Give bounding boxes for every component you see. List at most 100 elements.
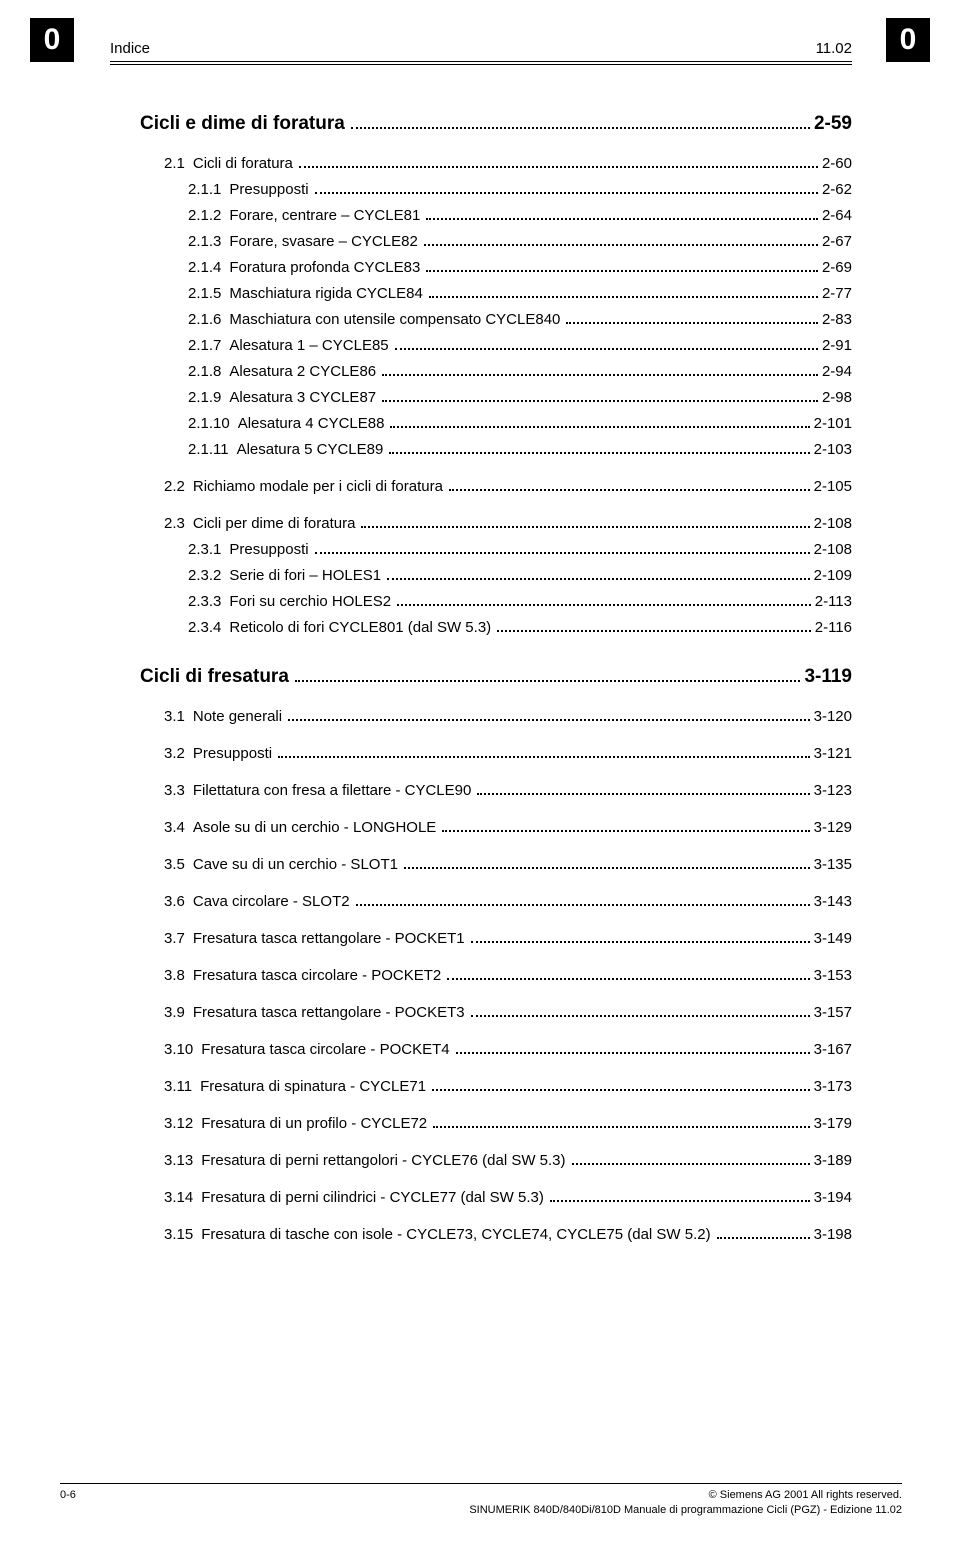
toc-page: 2-67 (822, 233, 852, 250)
toc-row: Cicli di fresatura3-119 (140, 666, 852, 688)
toc-leader (356, 904, 810, 906)
toc-label: Alesatura 1 – CYCLE85 (229, 337, 388, 354)
toc-label: Note generali (193, 708, 282, 725)
toc-number: 2.3.1 (188, 541, 221, 558)
toc-page: 2-83 (822, 311, 852, 328)
header-title: Indice (110, 40, 150, 57)
toc-page: 3-153 (814, 967, 852, 984)
toc-label: Fresatura tasca rettangolare - POCKET3 (193, 1004, 465, 1021)
toc-label: Reticolo di fori CYCLE801 (dal SW 5.3) (229, 619, 491, 636)
toc-page: 2-94 (822, 363, 852, 380)
toc-label: Forare, centrare – CYCLE81 (229, 207, 420, 224)
page-footer: 0-6 © Siemens AG 2001 All rights reserve… (60, 1483, 902, 1518)
toc-page: 2-108 (814, 541, 852, 558)
toc-page: 3-129 (814, 819, 852, 836)
toc-row: 2.1.4Foratura profonda CYCLE832-69 (140, 259, 852, 276)
toc-leader (497, 630, 811, 632)
toc-leader (426, 218, 818, 220)
toc-row: 3.2Presupposti3-121 (140, 745, 852, 762)
toc-label: Filettatura con fresa a filettare - CYCL… (193, 782, 471, 799)
toc-number: 2.1.8 (188, 363, 221, 380)
toc-leader (442, 830, 809, 832)
toc-label: Cicli di foratura (193, 155, 293, 172)
toc-label: Forare, svasare – CYCLE82 (229, 233, 417, 250)
toc-label: Alesatura 3 CYCLE87 (229, 389, 376, 406)
toc-row: 2.1.1Presupposti2-62 (140, 181, 852, 198)
toc-row: 2.3Cicli per dime di foratura2-108 (140, 515, 852, 532)
toc-leader (278, 756, 810, 758)
toc-row: 2.3.1 Presupposti 2-108 (140, 541, 852, 558)
toc-label: Asole su di un cerchio - LONGHOLE (193, 819, 436, 836)
toc-leader (566, 322, 818, 324)
toc-page: 2-101 (814, 415, 852, 432)
toc-row: 3.8Fresatura tasca circolare - POCKET23-… (140, 967, 852, 984)
toc-row: 3.1Note generali3-120 (140, 708, 852, 725)
toc-label: Presupposti (229, 181, 308, 198)
toc-number: 3.9 (164, 1004, 185, 1021)
toc-number: 3.10 (164, 1041, 193, 1058)
toc-row: 2.1.9Alesatura 3 CYCLE872-98 (140, 389, 852, 406)
toc-page: 2-91 (822, 337, 852, 354)
header-version: 11.02 (816, 40, 852, 57)
toc-leader (382, 400, 818, 402)
toc-page: 2-59 (814, 113, 852, 135)
toc-leader (424, 244, 818, 246)
toc-row: 3.9 Fresatura tasca rettangolare - POCKET… (140, 1004, 852, 1021)
toc-label: Alesatura 4 CYCLE88 (238, 415, 385, 432)
toc-number: 2.1.2 (188, 207, 221, 224)
toc-number: 2.1.7 (188, 337, 221, 354)
toc-page: 3-119 (804, 666, 852, 688)
toc-label: Richiamo modale per i cicli di foratura (193, 478, 443, 495)
toc-page: 2-69 (822, 259, 852, 276)
toc-row: 3.6Cava circolare - SLOT23-143 (140, 893, 852, 910)
toc-leader (299, 166, 818, 168)
toc-page: 2-108 (814, 515, 852, 532)
toc-row: 3.11Fresatura di spinatura - CYCLE713-17… (140, 1078, 852, 1095)
toc-label: Fori su cerchio HOLES2 (229, 593, 391, 610)
toc-page: 3-157 (814, 1004, 852, 1021)
footer-page-number: 0-6 (60, 1488, 76, 1518)
toc-number: 2.1 (164, 155, 185, 172)
toc-leader (433, 1126, 809, 1128)
page-header: Indice 11.02 (110, 38, 852, 65)
toc-number: 2.3.4 (188, 619, 221, 636)
toc-label: Presupposti (229, 541, 308, 558)
toc-page: 3-143 (814, 893, 852, 910)
toc-row: 3.12Fresatura di un profilo - CYCLE723-1… (140, 1115, 852, 1132)
toc-row: 3.4Asole su di un cerchio - LONGHOLE3-12… (140, 819, 852, 836)
toc-row: 2.3.3Fori su cerchio HOLES22-113 (140, 593, 852, 610)
toc-leader (390, 426, 809, 428)
toc-number: 3.15 (164, 1226, 193, 1243)
toc-leader (397, 604, 811, 606)
toc-leader (404, 867, 810, 869)
toc-number: 3.3 (164, 782, 185, 799)
toc-row: 2.1.6Maschiatura con utensile compensato… (140, 311, 852, 328)
toc-label: Serie di fori – HOLES1 (229, 567, 381, 584)
toc-leader (471, 941, 810, 943)
toc-leader (315, 192, 818, 194)
toc-leader (395, 348, 818, 350)
toc-number: 2.3 (164, 515, 185, 532)
toc-leader (389, 452, 809, 454)
toc-number: 3.2 (164, 745, 185, 762)
toc-page: 2-105 (814, 478, 852, 495)
toc-row: 2.1.2Forare, centrare – CYCLE812-64 (140, 207, 852, 224)
toc-number: 3.11 (164, 1078, 192, 1095)
toc-label: Cave su di un cerchio - SLOT1 (193, 856, 398, 873)
toc-leader (295, 680, 801, 682)
toc-page: 3-194 (814, 1189, 852, 1206)
footer-rule (60, 1483, 902, 1484)
header-rule (110, 61, 852, 62)
toc-row: 2.1.3Forare, svasare – CYCLE822-67 (140, 233, 852, 250)
toc-page: 3-179 (814, 1115, 852, 1132)
toc-row: 2.3.2Serie di fori – HOLES12-109 (140, 567, 852, 584)
toc-row: 3.13Fresatura di perni rettangolori - CY… (140, 1152, 852, 1169)
toc-leader (387, 578, 810, 580)
toc-page: 3-167 (814, 1041, 852, 1058)
toc-page: 3-198 (814, 1226, 852, 1243)
toc-page: 3-149 (814, 930, 852, 947)
footer-copyright: © Siemens AG 2001 All rights reserved. (709, 1489, 902, 1501)
toc-number: 3.8 (164, 967, 185, 984)
toc-row: 2.2Richiamo modale per i cicli di foratu… (140, 478, 852, 495)
toc-number: 3.6 (164, 893, 185, 910)
